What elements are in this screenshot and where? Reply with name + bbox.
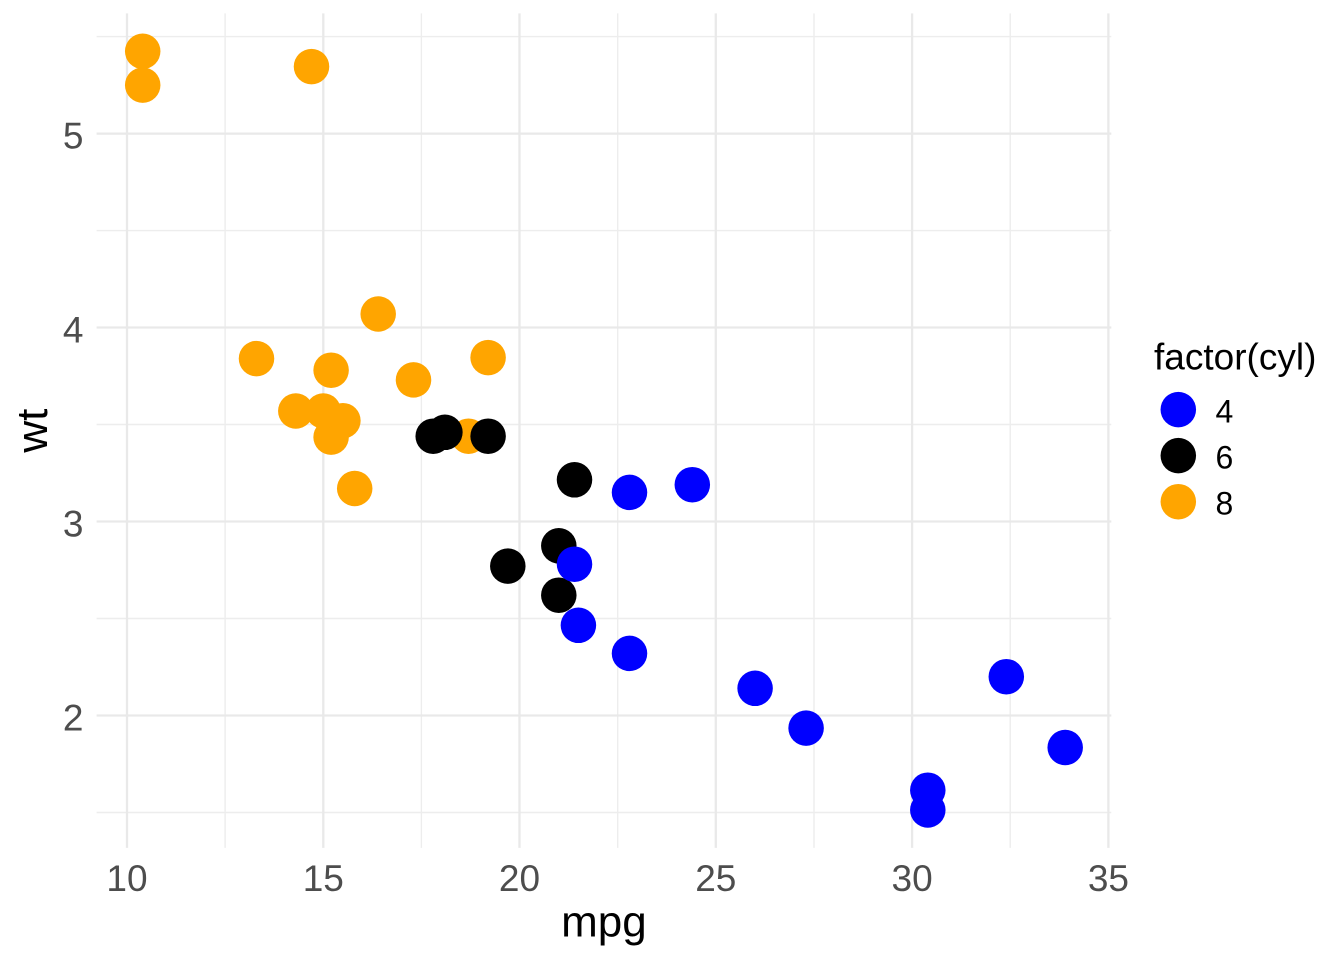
svg-text:4: 4	[1216, 394, 1234, 430]
svg-text:25: 25	[695, 858, 736, 899]
svg-text:2: 2	[63, 698, 84, 739]
svg-text:4: 4	[63, 310, 84, 351]
svg-text:10: 10	[106, 858, 147, 899]
svg-text:3: 3	[63, 504, 84, 545]
svg-text:6: 6	[1216, 440, 1234, 476]
svg-text:15: 15	[303, 858, 344, 899]
svg-text:5: 5	[63, 116, 84, 157]
svg-text:35: 35	[1088, 858, 1129, 899]
svg-text:8: 8	[1216, 486, 1234, 522]
svg-text:mpg: mpg	[561, 898, 647, 947]
svg-text:wt: wt	[8, 409, 57, 454]
svg-text:30: 30	[892, 858, 933, 899]
svg-text:20: 20	[499, 858, 540, 899]
svg-text:factor(cyl): factor(cyl)	[1154, 337, 1316, 378]
